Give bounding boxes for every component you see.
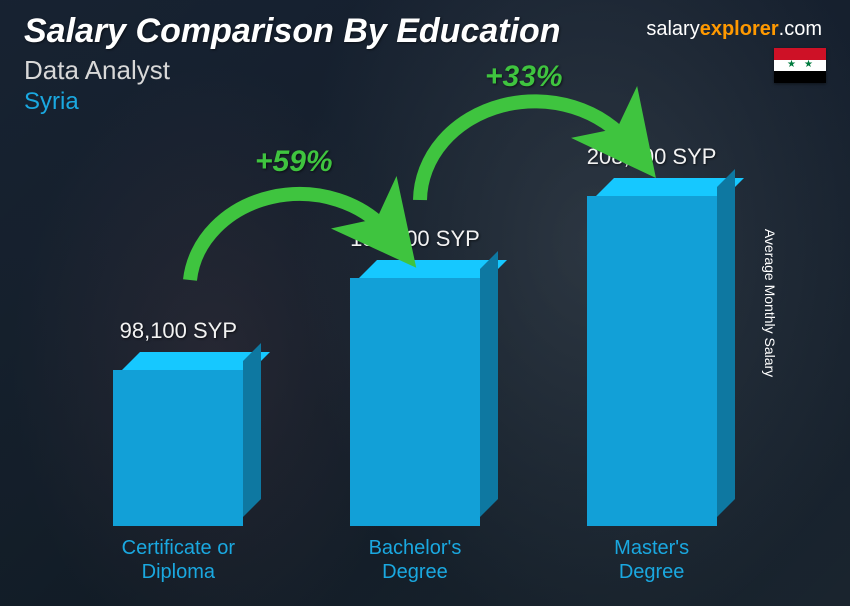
flag-stripe-bot	[774, 71, 826, 83]
bar-group: 98,100 SYP Certificate orDiploma	[78, 318, 278, 584]
flag-stripe-mid: ★ ★	[774, 60, 826, 72]
flag-star-icon: ★	[787, 60, 796, 70]
brand-part3: .com	[779, 18, 822, 40]
bar-side-face	[243, 343, 261, 517]
bar	[113, 352, 243, 526]
bar-side-face	[480, 251, 498, 517]
bar-front-face	[113, 370, 243, 526]
flag-star-icon: ★	[804, 60, 813, 70]
country-flag-icon: ★ ★	[774, 48, 826, 83]
increase-pct-2: +33%	[485, 60, 563, 94]
bar-category-label: Master'sDegree	[614, 536, 689, 584]
bar-category-label: Bachelor'sDegree	[369, 536, 462, 584]
brand-logo: salaryexplorer.com	[646, 18, 822, 41]
increase-pct-1: +59%	[255, 145, 333, 179]
bar-front-face	[587, 196, 717, 526]
bar-side-face	[717, 169, 735, 517]
bar-category-label: Certificate orDiploma	[122, 536, 235, 584]
flag-stripe-top	[774, 48, 826, 60]
brand-part2: explorer	[700, 18, 779, 40]
bar-value-label: 98,100 SYP	[120, 318, 237, 344]
